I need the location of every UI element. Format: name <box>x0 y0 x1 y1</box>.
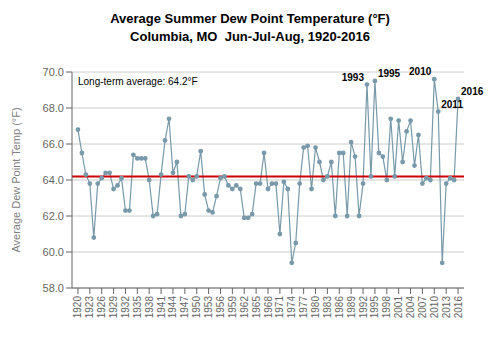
svg-text:1956: 1956 <box>215 296 226 319</box>
svg-text:1962: 1962 <box>239 296 250 319</box>
svg-text:1950: 1950 <box>191 296 202 319</box>
svg-text:1920: 1920 <box>72 296 83 319</box>
svg-text:1926: 1926 <box>96 296 107 319</box>
svg-text:2007: 2007 <box>417 296 428 319</box>
svg-text:1995: 1995 <box>378 68 401 79</box>
svg-text:1929: 1929 <box>108 296 119 319</box>
svg-text:1932: 1932 <box>120 296 131 319</box>
svg-text:2016: 2016 <box>453 296 464 319</box>
svg-text:2010: 2010 <box>409 66 432 77</box>
html-text:Long-term average: 64.2°F: Long-term average: 64.2°F <box>78 76 198 87</box>
svg-text:2013: 2013 <box>441 296 452 319</box>
svg-text:1971: 1971 <box>274 296 285 319</box>
svg-text:1965: 1965 <box>251 296 262 319</box>
svg-text:Average Dew Point Temp (°F): Average Dew Point Temp (°F) <box>10 107 22 252</box>
svg-text:64.0: 64.0 <box>43 174 64 186</box>
svg-text:1977: 1977 <box>298 296 309 319</box>
svg-text:1923: 1923 <box>84 296 95 319</box>
svg-text:2016: 2016 <box>461 86 484 97</box>
svg-text:2011: 2011 <box>441 99 463 110</box>
html-text:Average Summer Dew Point Tempe: Average Summer Dew Point Temperature (°F… <box>110 11 390 26</box>
svg-text:68.0: 68.0 <box>43 102 64 114</box>
svg-text:1944: 1944 <box>167 296 178 319</box>
svg-text:1995: 1995 <box>369 296 380 319</box>
svg-text:1935: 1935 <box>132 296 143 319</box>
svg-text:70.0: 70.0 <box>43 66 64 78</box>
svg-text:1983: 1983 <box>322 296 333 319</box>
svg-text:2010: 2010 <box>429 296 440 319</box>
svg-text:2004: 2004 <box>405 296 416 319</box>
svg-text:1938: 1938 <box>144 296 155 319</box>
svg-text:1959: 1959 <box>227 296 238 319</box>
svg-text:58.0: 58.0 <box>43 282 64 294</box>
svg-text:62.0: 62.0 <box>43 210 64 222</box>
svg-text:2001: 2001 <box>393 296 404 319</box>
svg-text:1986: 1986 <box>334 296 345 319</box>
svg-text:60.0: 60.0 <box>43 246 64 258</box>
svg-text:1953: 1953 <box>203 296 214 319</box>
svg-text:1993: 1993 <box>342 72 365 83</box>
svg-text:1992: 1992 <box>358 296 369 319</box>
svg-text:1998: 1998 <box>381 296 392 319</box>
svg-text:1941: 1941 <box>156 296 167 319</box>
svg-text:1947: 1947 <box>179 296 190 319</box>
svg-text:66.0: 66.0 <box>43 138 64 150</box>
html-text:Columbia, MO Jun-Jul-Aug, 1920: Columbia, MO Jun-Jul-Aug, 1920-2016 <box>130 29 370 44</box>
svg-text:1974: 1974 <box>286 296 297 319</box>
svg-text:1989: 1989 <box>346 296 357 319</box>
svg-text:1980: 1980 <box>310 296 321 319</box>
svg-text:1968: 1968 <box>263 296 274 319</box>
